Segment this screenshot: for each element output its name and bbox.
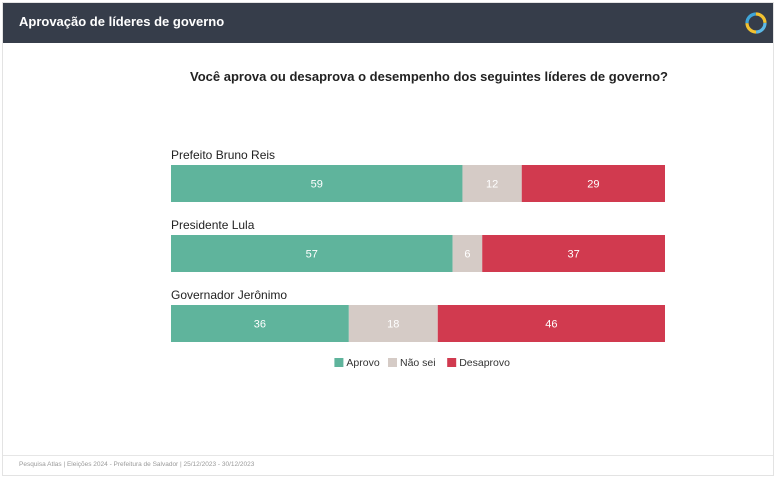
legend-label: Aprovo xyxy=(346,357,379,369)
bar-segment xyxy=(171,165,463,202)
category-label: Governador Jerônimo xyxy=(171,288,287,302)
bar-segment xyxy=(521,165,665,202)
atlas-logo-icon xyxy=(745,12,767,34)
data-label: 36 xyxy=(254,319,266,331)
data-label: 12 xyxy=(486,179,498,191)
data-label: 59 xyxy=(311,179,323,191)
legend-label: Não sei xyxy=(400,357,436,369)
page-title: Aprovação de líderes de governo xyxy=(19,14,225,29)
bar-segment xyxy=(462,165,522,202)
data-label: 57 xyxy=(306,249,318,261)
bar-segment xyxy=(348,305,438,342)
stacked-bar-chart: Prefeito Bruno Reis 59 12 29 Presidente Lula… xyxy=(171,148,665,369)
category-label: Prefeito Bruno Reis xyxy=(171,148,275,162)
footer-source: Pesquisa Atlas | Eleições 2024 - Prefeit… xyxy=(19,461,255,468)
bar-segment xyxy=(452,235,483,272)
header-bar: Aprovação de líderes de governo xyxy=(3,3,773,43)
data-label: 29 xyxy=(587,179,599,191)
legend-swatch xyxy=(334,358,344,367)
bar-segment xyxy=(171,305,349,342)
data-label: 46 xyxy=(545,319,557,331)
legend-label: Desaprovo xyxy=(459,357,510,369)
data-label: 18 xyxy=(387,319,399,331)
category-label: Presidente Lula xyxy=(171,218,255,232)
data-label: 37 xyxy=(567,249,579,261)
legend-swatch xyxy=(388,358,397,367)
bar-segment xyxy=(437,305,665,342)
footer-divider xyxy=(3,455,773,456)
bar-segment xyxy=(171,235,453,272)
legend-swatch xyxy=(447,358,457,367)
bar-segment xyxy=(482,235,665,272)
chart-title: Você aprova ou desaprova o desempenho do… xyxy=(190,69,668,84)
data-label: 6 xyxy=(464,249,470,261)
